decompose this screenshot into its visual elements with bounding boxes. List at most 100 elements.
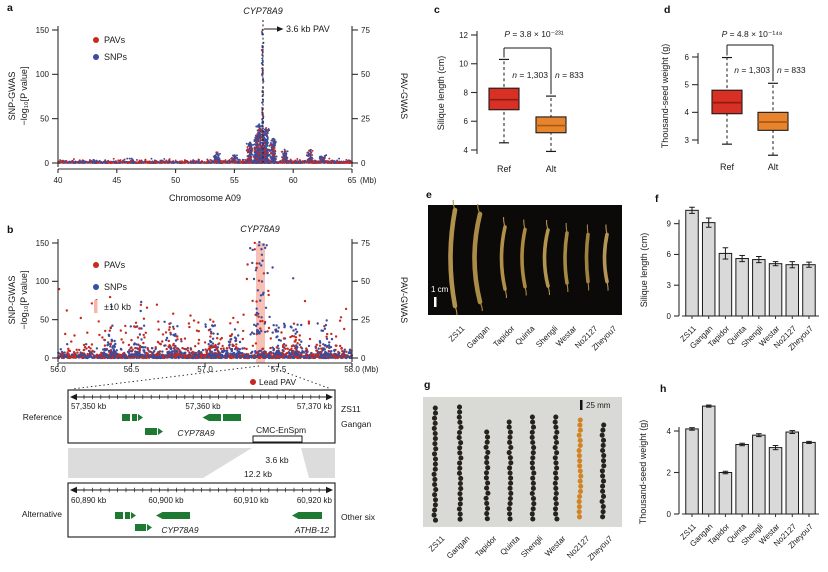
bar-Gangan: [701, 405, 716, 515]
seed: [483, 444, 489, 450]
variety-label: Shengli: [519, 534, 544, 559]
svg-text:150: 150: [36, 26, 50, 35]
panel-b-scatter-points: [57, 241, 354, 360]
seed: [529, 429, 535, 435]
gene-arrow-icon: [158, 428, 163, 435]
p-value-label: P = 4.8 × 10⁻¹⁴⁸: [722, 29, 783, 39]
cyp78a9-gene-glyph: [162, 512, 190, 519]
seed: [484, 511, 490, 517]
seed-columns: [431, 404, 607, 523]
gene-arrow-icon: [147, 524, 152, 531]
seed: [507, 511, 513, 517]
seed: [456, 429, 463, 436]
svg-text:25: 25: [361, 114, 370, 123]
variety-label: ZS11: [427, 534, 447, 554]
bar-Westar: [768, 263, 783, 317]
alt-coord-1: 60,890 kb: [71, 496, 107, 505]
alt-cyp78a9-label: CYP78A9: [161, 525, 199, 535]
svg-text:100: 100: [36, 70, 50, 79]
seed: [457, 465, 463, 471]
seed: [531, 445, 537, 451]
gene-arrow-icon: [203, 414, 210, 421]
bar-Westar: [768, 447, 783, 515]
panel-a-letter: a: [7, 2, 13, 14]
seed: [576, 504, 582, 510]
bar-Tapidor: [718, 252, 733, 317]
seed: [457, 496, 464, 502]
n-alt-label: n = 833: [555, 70, 584, 80]
seed: [577, 442, 583, 449]
category-label: Alt: [546, 164, 557, 174]
seed: [484, 460, 490, 466]
panel-e-letter: e: [426, 189, 432, 201]
ref-coord-3: 57,370 kb: [297, 402, 333, 411]
seed: [600, 473, 606, 479]
scale-bar-label: 25 mm: [586, 401, 611, 410]
panel-a-ylabel-left-1: SNP-GWAS: [7, 72, 17, 121]
panel-h-plot-area: 024ZS11GanganTapidorQuintaShengliWestarN…: [667, 404, 819, 550]
seed: [456, 404, 463, 410]
variety-label: Zheyou7: [586, 534, 615, 563]
seed: [553, 496, 559, 502]
scale-bar-icon: [434, 297, 437, 307]
ref-coord-1: 57,350 kb: [71, 402, 107, 411]
seed: [553, 485, 559, 491]
seed: [508, 490, 514, 496]
seed: [530, 455, 536, 461]
seed: [553, 439, 560, 446]
svg-text:40: 40: [54, 176, 63, 185]
silique-pod: [563, 231, 569, 285]
te-box: [252, 435, 303, 443]
variety-label: Gangan: [465, 324, 491, 350]
seed: [506, 419, 512, 425]
seed: [601, 463, 607, 469]
alignment-ribbon-left: [68, 448, 252, 478]
svg-text:65: 65: [348, 176, 357, 185]
seed: [554, 516, 560, 522]
seed: [508, 460, 514, 466]
athb12-gene-glyph: [298, 512, 322, 519]
silique-pod: [520, 227, 527, 289]
alt-accession-label: Other six: [341, 512, 376, 522]
seed: [577, 463, 583, 469]
gene-glyph: [132, 414, 137, 421]
seed: [554, 450, 560, 456]
panel-a-gene-annotation: CYP78A9: [243, 6, 283, 16]
seed: [484, 439, 490, 445]
bar-ZS11: [685, 428, 699, 515]
n-ref-label: n = 1,303: [512, 70, 548, 80]
legend-snp-label: SNPs: [104, 282, 128, 292]
seed: [458, 486, 464, 492]
alt-coord-3: 60,910 kb: [233, 496, 269, 505]
scale-bar-label: 1 cm: [431, 285, 449, 294]
seed: [531, 501, 537, 507]
seed: [600, 442, 606, 448]
legend-snp-dot-icon: [93, 54, 99, 60]
svg-text:55: 55: [230, 176, 239, 185]
seed: [578, 483, 584, 489]
cyp78a9-gene-glyph: [209, 414, 221, 421]
seed: [432, 517, 439, 523]
seed: [577, 437, 583, 443]
seed: [600, 478, 607, 484]
panel-d-ylabel: Thousand-seed weight (g): [660, 44, 670, 149]
seed: [432, 430, 438, 437]
seed: [432, 492, 438, 498]
seed: [554, 429, 560, 435]
seed: [600, 514, 606, 520]
seed: [431, 415, 438, 421]
svg-text:75: 75: [361, 26, 370, 35]
seed: [431, 451, 438, 457]
panel-f-ylabel: Silique length (cm): [639, 233, 649, 308]
legend-snp-label: SNPs: [104, 52, 128, 62]
bar-Shengli: [752, 434, 766, 515]
panel-b-x-unit: (Mb): [362, 365, 379, 374]
scale-bar-icon: [580, 400, 583, 410]
category-label: Alt: [768, 162, 779, 172]
seed: [458, 455, 464, 461]
seed: [456, 506, 462, 512]
seed: [432, 476, 438, 482]
gene-arrow-icon: [156, 512, 163, 519]
